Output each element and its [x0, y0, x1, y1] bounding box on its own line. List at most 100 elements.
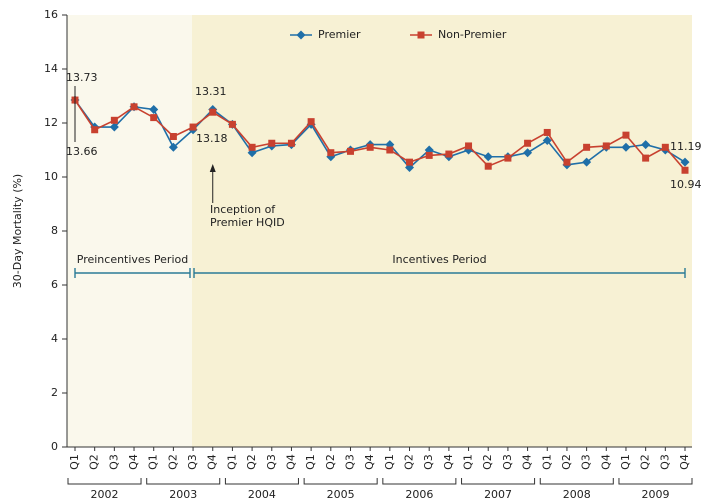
y-tick-label: 10 [44, 170, 58, 183]
x-tick-label: Q4 [206, 454, 219, 470]
x-tick-label: Q2 [166, 454, 179, 470]
year-bracket [303, 478, 378, 485]
x-tick-label: Q3 [422, 454, 435, 470]
x-tick-label: Q3 [343, 454, 356, 470]
marker [543, 128, 551, 136]
x-tick-label: Q1 [304, 454, 317, 470]
x-tick-label: Q1 [383, 454, 396, 470]
x-tick-label: Q3 [265, 454, 278, 470]
x-tick-label: Q4 [127, 454, 140, 470]
marker [445, 150, 453, 158]
year-bracket [618, 478, 693, 485]
year-label: 2008 [563, 488, 591, 501]
marker [327, 149, 335, 157]
marker [91, 126, 99, 134]
year-label: 2005 [327, 488, 355, 501]
marker [149, 105, 159, 114]
x-tick-label: Q4 [363, 454, 376, 470]
legend-label: Non-Premier [438, 28, 507, 41]
marker [542, 136, 552, 146]
marker [582, 157, 592, 167]
x-tick-label: Q3 [501, 454, 514, 470]
y-tick-label: 2 [51, 386, 58, 399]
marker [504, 154, 512, 162]
year-bracket [461, 478, 536, 485]
marker [484, 162, 492, 170]
marker [169, 133, 177, 140]
x-tick-label: Q2 [481, 454, 494, 470]
x-tick-label: Q1 [462, 454, 475, 470]
marker [209, 108, 217, 116]
annotation: 13.18 [196, 132, 228, 145]
marker [523, 148, 533, 158]
y-tick-label: 8 [51, 224, 58, 237]
inception-label: Inception of [210, 203, 276, 216]
x-tick-label: Q2 [560, 454, 573, 470]
marker [248, 143, 256, 151]
x-tick-label: Q3 [186, 454, 199, 470]
marker [268, 139, 276, 147]
y-tick-label: 6 [51, 278, 58, 291]
x-tick-label: Q2 [324, 454, 337, 470]
marker [189, 123, 197, 131]
year-label: 2007 [484, 488, 512, 501]
marker [641, 140, 651, 150]
marker [602, 142, 610, 150]
x-tick-label: Q1 [68, 454, 81, 470]
marker [621, 142, 631, 152]
marker [483, 152, 493, 162]
year-label: 2006 [405, 488, 433, 501]
marker [524, 139, 532, 147]
marker [228, 120, 236, 128]
x-tick-label: Q2 [88, 454, 101, 470]
year-label: 2004 [248, 488, 276, 501]
marker [287, 139, 295, 147]
y-tick-label: 4 [51, 332, 58, 345]
annotation: 13.31 [195, 85, 227, 98]
legend-marker [417, 31, 425, 39]
x-tick-label: Q3 [658, 454, 671, 470]
year-bracket [382, 478, 457, 485]
marker [130, 103, 138, 111]
marker [465, 142, 473, 150]
marker [681, 166, 689, 174]
year-label: 2003 [169, 488, 197, 501]
x-tick-label: Q1 [619, 454, 632, 470]
marker [366, 143, 374, 151]
marker [661, 143, 669, 151]
marker [583, 143, 591, 151]
x-tick-label: Q1 [147, 454, 160, 470]
legend-marker [296, 30, 306, 40]
marker [406, 158, 414, 166]
year-bracket [67, 478, 142, 485]
marker [110, 116, 118, 124]
x-tick-label: Q4 [284, 454, 297, 470]
annotation: 13.73 [66, 71, 98, 84]
y-tick-label: 0 [51, 440, 58, 453]
year-bracket [539, 478, 614, 485]
annotation: 11.19 [670, 140, 702, 153]
x-tick-label: Q1 [540, 454, 553, 470]
preincentive-background [67, 15, 192, 447]
marker [109, 122, 119, 132]
marker [168, 142, 178, 152]
x-tick-label: Q4 [521, 454, 534, 470]
year-bracket [224, 478, 299, 485]
x-tick-label: Q4 [678, 454, 691, 470]
marker [307, 118, 315, 126]
year-label: 2002 [91, 488, 119, 501]
x-tick-label: Q4 [442, 454, 455, 470]
marker [386, 146, 394, 154]
incentive-background [192, 15, 692, 447]
x-tick-label: Q2 [639, 454, 652, 470]
marker [150, 114, 158, 122]
y-tick-label: 16 [44, 8, 58, 21]
annotation: 13.66 [66, 145, 98, 158]
y-tick-label: 12 [44, 116, 58, 129]
y-axis-label: 30-Day Mortality (%) [11, 174, 24, 288]
inception-label: Premier HQID [210, 216, 285, 229]
x-tick-label: Q2 [245, 454, 258, 470]
year-label: 2009 [641, 488, 669, 501]
inception-arrowhead [209, 164, 216, 172]
